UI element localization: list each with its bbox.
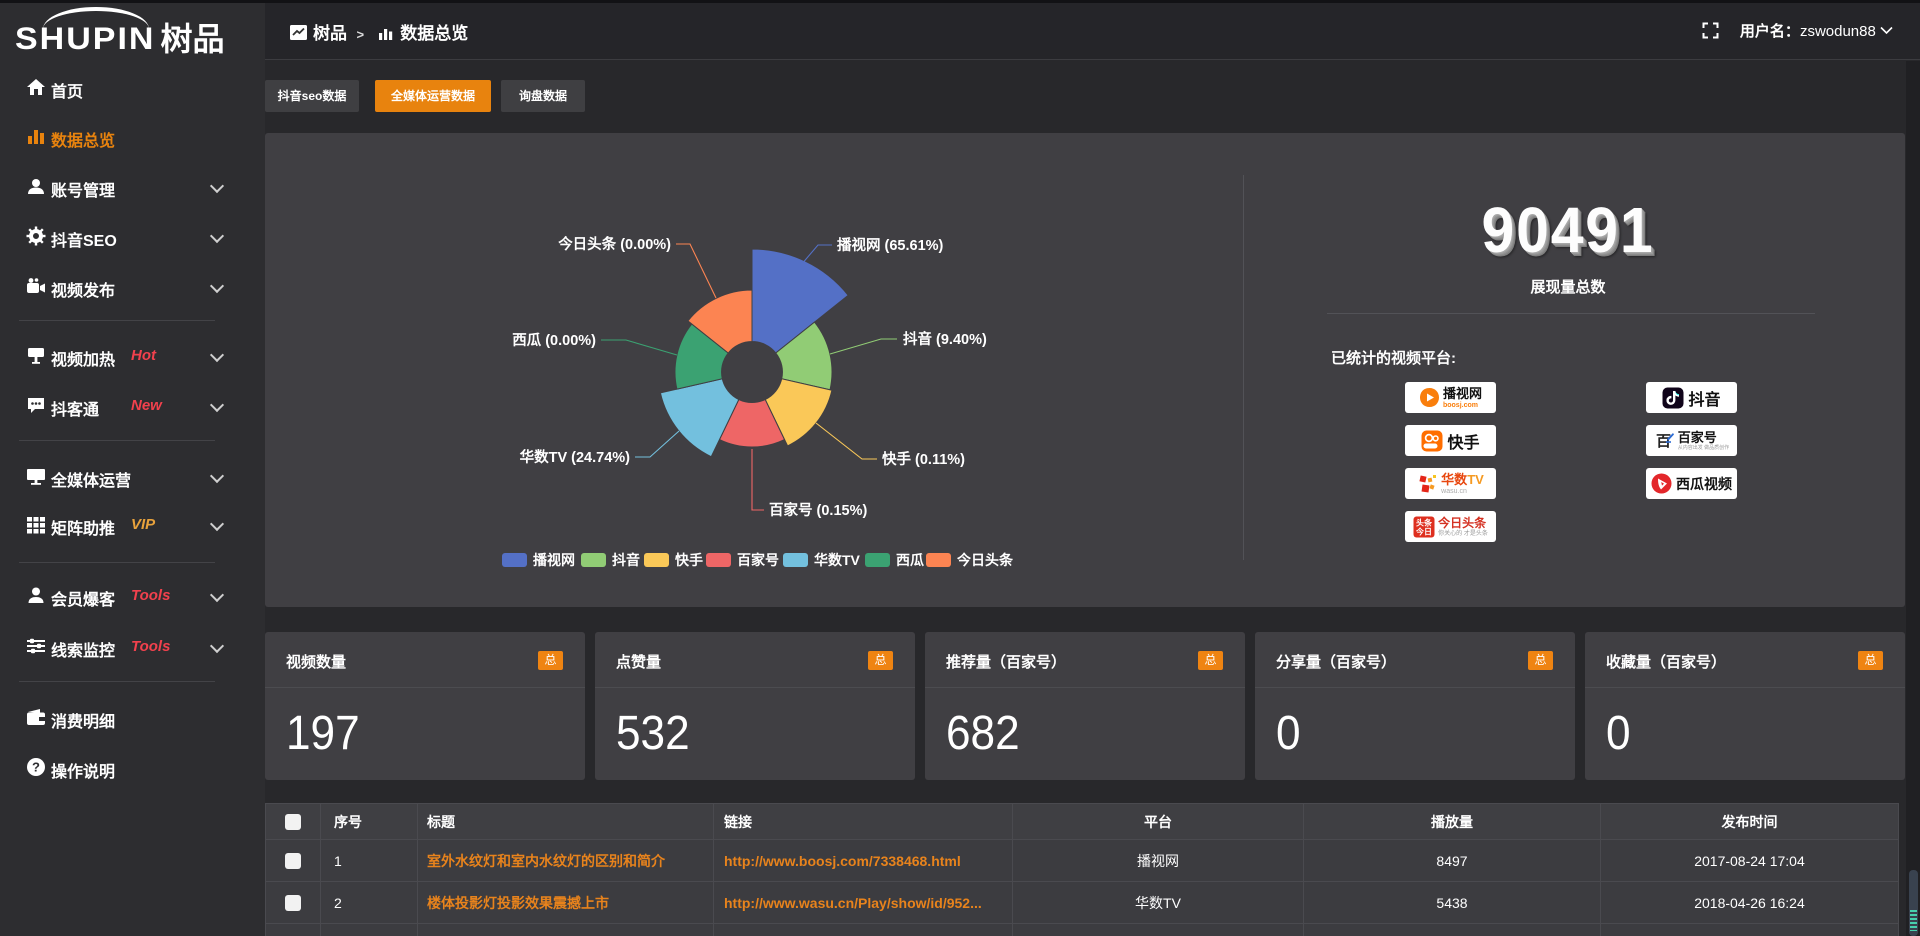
svg-text:华数TV (24.74%): 华数TV (24.74%)	[520, 448, 631, 466]
svg-text:播视网: 播视网	[533, 552, 575, 568]
svg-text:今日头条 (0.00%): 今日头条 (0.00%)	[557, 235, 671, 253]
svg-text:今日: 今日	[1415, 526, 1432, 536]
svg-text:播视网 (65.61%): 播视网 (65.61%)	[837, 236, 944, 254]
svg-text:百: 百	[1656, 433, 1671, 450]
svg-text:百家号: 百家号	[737, 552, 779, 568]
svg-text:西瓜: 西瓜	[896, 552, 924, 568]
svg-text:西瓜 (0.00%): 西瓜 (0.00%)	[512, 332, 596, 349]
svg-text:百家号 (0.15%): 百家号 (0.15%)	[769, 501, 867, 519]
svg-text:头条: 头条	[1416, 517, 1433, 527]
svg-text:抖音 (9.40%): 抖音 (9.40%)	[903, 330, 987, 348]
svg-text:?: ?	[32, 760, 40, 775]
svg-text:抖音: 抖音	[612, 552, 640, 568]
svg-text:华数TV: 华数TV	[814, 552, 861, 568]
svg-text:快手: 快手	[675, 552, 703, 568]
svg-text:快手 (0.11%): 快手 (0.11%)	[882, 450, 965, 468]
svg-text:今日头条: 今日头条	[956, 552, 1014, 568]
